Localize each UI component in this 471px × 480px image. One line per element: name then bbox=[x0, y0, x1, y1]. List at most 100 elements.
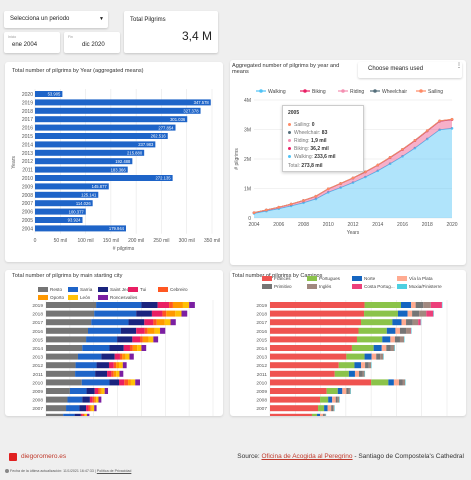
bar-segment bbox=[98, 388, 100, 394]
bar-segment bbox=[364, 370, 366, 377]
means-select[interactable]: Choose means used ⋮ bbox=[358, 62, 462, 78]
source-link[interactable]: Oficina de Acogida al Peregrino bbox=[261, 453, 353, 460]
y-tick-label: 2020 bbox=[22, 92, 33, 98]
x-tick-label: 2020 bbox=[446, 222, 457, 228]
bar-segment bbox=[101, 353, 115, 360]
point bbox=[425, 129, 429, 132]
bar-segment bbox=[412, 310, 420, 317]
bar-segment bbox=[386, 345, 391, 351]
bar-segment bbox=[148, 336, 154, 343]
bar-segment bbox=[151, 310, 163, 317]
bar-segment bbox=[380, 353, 384, 360]
y-tick-label: 2007 bbox=[256, 406, 267, 412]
x-tick-label: 150 mil bbox=[103, 238, 119, 244]
bar-segment bbox=[75, 362, 97, 369]
bar-segment bbox=[339, 396, 340, 403]
y-tick-label: 2010 bbox=[32, 380, 43, 386]
chart-pilgrims-by-year-card: Total number of pilgrims by Year (aggreg… bbox=[5, 62, 223, 262]
bar-segment bbox=[81, 379, 110, 386]
bar-segment bbox=[46, 327, 88, 334]
bar-segment bbox=[317, 413, 321, 416]
bar-segment bbox=[324, 405, 328, 412]
period-select[interactable]: Selecciona un periodo ▼ bbox=[4, 11, 108, 28]
point bbox=[302, 201, 305, 205]
bar-segment bbox=[164, 319, 171, 326]
tooltip-total-label: Total: bbox=[288, 163, 300, 169]
point bbox=[413, 139, 417, 142]
bar-segment bbox=[82, 345, 110, 351]
info-icon bbox=[5, 469, 9, 474]
tooltip-row-label: Wheelchair: bbox=[294, 130, 322, 136]
total-pilgrims-scorecard: Total Pilgrims 3,4 M bbox=[124, 11, 218, 53]
y-tick-label: 2012 bbox=[32, 363, 43, 369]
bar bbox=[35, 149, 145, 156]
bar-segment bbox=[84, 413, 86, 416]
logo-link[interactable]: diegoromero.es bbox=[21, 453, 67, 460]
x-tick-label: 50 mil bbox=[54, 238, 67, 244]
bar bbox=[35, 200, 93, 207]
pilgrims-by-year-chart: 0 50 mil 100 mil 150 mil 200 mil 250 mil 300 m… bbox=[11, 89, 220, 252]
point bbox=[326, 191, 330, 194]
bar-segment bbox=[132, 345, 138, 351]
bar-segment bbox=[94, 310, 137, 317]
legend-dot-icon bbox=[288, 139, 291, 143]
bar-segment bbox=[79, 405, 87, 412]
bar-segment bbox=[46, 396, 68, 403]
bar-segment bbox=[89, 396, 93, 403]
bar-segment bbox=[94, 388, 99, 394]
point bbox=[401, 155, 404, 158]
y-tick-label: 2007 bbox=[32, 406, 43, 412]
end-date-picker[interactable]: Fin dic 2020 bbox=[64, 32, 120, 53]
tooltip-row-value: 36,2 mil bbox=[310, 146, 329, 152]
bar-segment bbox=[122, 353, 126, 360]
bar-segment bbox=[128, 319, 145, 326]
y-axis-label: # pilgrims bbox=[234, 148, 240, 170]
bar-segment bbox=[46, 336, 87, 343]
bar-segment bbox=[91, 319, 129, 326]
end-date-value: dic 2020 bbox=[82, 42, 105, 48]
y-tick-label: 1M bbox=[244, 186, 251, 192]
bar-segment bbox=[411, 327, 412, 334]
bar-segment bbox=[46, 413, 64, 416]
point bbox=[438, 128, 441, 132]
bar-segment bbox=[135, 379, 140, 386]
bar bbox=[35, 107, 201, 114]
bar-segment bbox=[411, 302, 416, 308]
start-date-picker[interactable]: Inicio ene 2004 bbox=[4, 32, 60, 53]
point bbox=[364, 170, 367, 174]
chart-starting-city-card: Total number of pilgrims by main startin… bbox=[5, 270, 223, 416]
bar-segment bbox=[350, 388, 351, 394]
privacy-link[interactable]: Política de Privacidad bbox=[96, 469, 132, 473]
bar bbox=[35, 116, 188, 123]
bar-segment bbox=[156, 319, 165, 326]
y-tick-label: 2012 bbox=[256, 363, 267, 369]
bar-data-label: 183.366 bbox=[111, 167, 127, 172]
point bbox=[376, 169, 380, 173]
start-date-value: ene 2004 bbox=[12, 42, 38, 48]
bar-segment bbox=[91, 405, 95, 412]
bar-segment bbox=[101, 388, 105, 394]
legend-label: Vía la Plata bbox=[409, 276, 433, 281]
bar bbox=[35, 166, 128, 173]
bar-segment bbox=[46, 370, 76, 377]
bar-segment bbox=[132, 336, 140, 343]
bar-segment bbox=[383, 353, 384, 360]
y-tick-label: 2011 bbox=[33, 372, 44, 378]
bar-segment bbox=[426, 310, 434, 317]
bar-segment bbox=[351, 345, 374, 351]
bar-segment bbox=[388, 379, 394, 386]
bar-segment bbox=[406, 327, 411, 334]
dropdown-arrow-icon: ▼ bbox=[99, 16, 104, 22]
bar-data-label: 277.854 bbox=[158, 125, 174, 130]
bar-segment bbox=[95, 370, 108, 377]
legend-label: Biking bbox=[312, 89, 326, 95]
legend-label: Primitivo bbox=[274, 284, 292, 289]
bar bbox=[35, 91, 63, 97]
bar-segment bbox=[371, 353, 377, 360]
bar-segment bbox=[141, 345, 147, 351]
point bbox=[388, 162, 392, 166]
tooltip-row-label: Walking: bbox=[294, 154, 315, 160]
y-tick-label: 3M bbox=[244, 127, 251, 133]
legend-swatch bbox=[68, 295, 78, 300]
tooltip-total-row: Total: 273,8 mil bbox=[288, 163, 322, 169]
